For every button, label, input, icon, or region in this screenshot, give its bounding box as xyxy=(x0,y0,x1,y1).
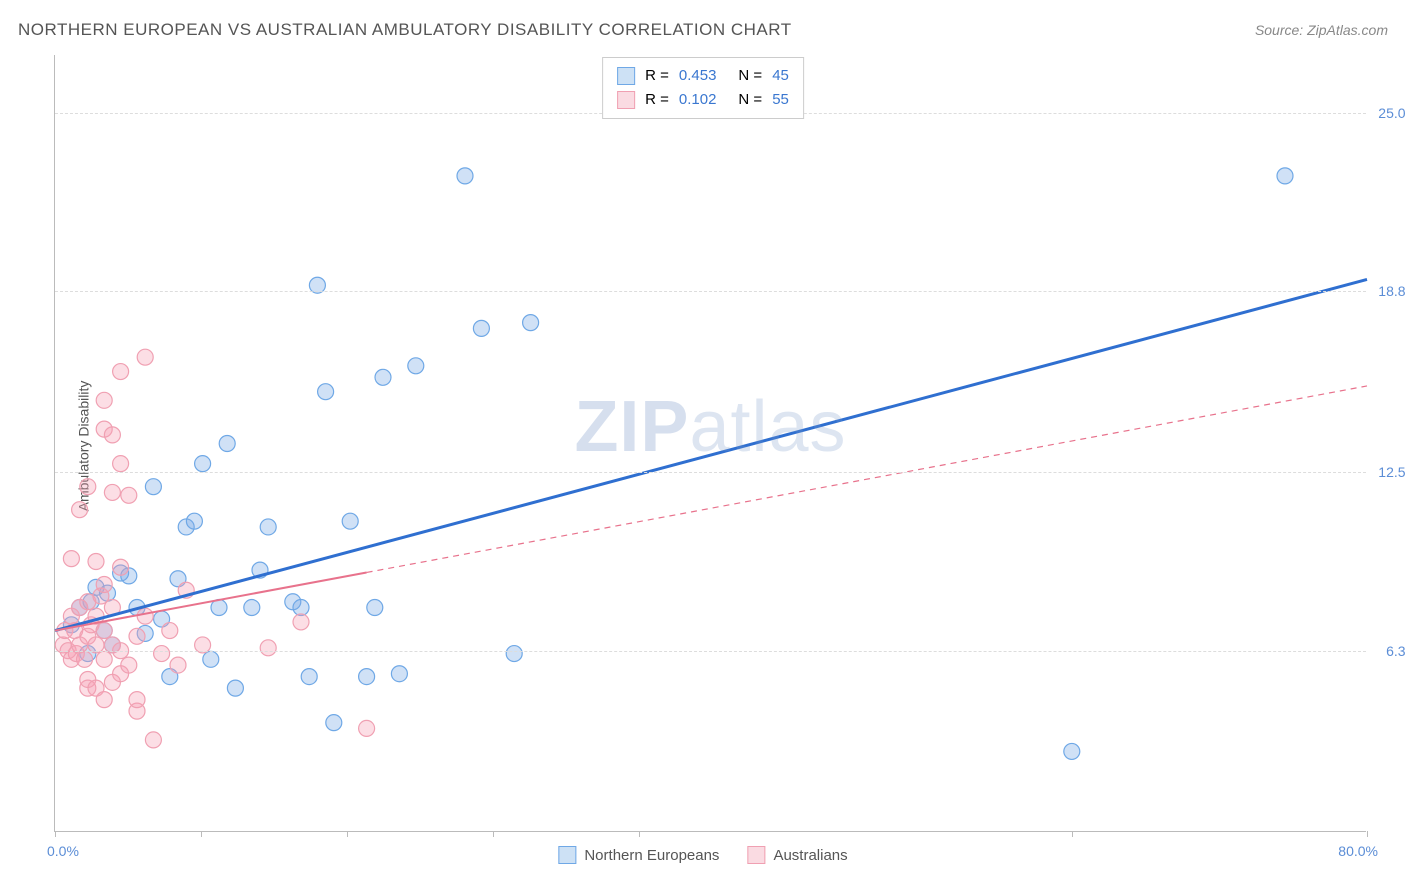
data-point xyxy=(293,614,309,630)
data-point xyxy=(506,646,522,662)
data-point xyxy=(367,600,383,616)
data-point xyxy=(77,651,93,667)
legend-stat-row: R = 0.453 N = 45 xyxy=(617,64,789,88)
y-tick-label: 25.0% xyxy=(1378,105,1406,121)
data-point xyxy=(121,657,137,673)
legend-series-label: Australians xyxy=(773,847,847,864)
data-point xyxy=(244,600,260,616)
data-point xyxy=(359,669,375,685)
data-point xyxy=(113,559,129,575)
chart-plot-area: ZIPatlas 6.3%12.5%18.8%25.0%0.0%80.0% xyxy=(54,55,1366,832)
x-tick xyxy=(55,831,56,837)
x-max-label: 80.0% xyxy=(1338,843,1378,859)
data-point xyxy=(186,513,202,529)
legend-n-value: 45 xyxy=(772,64,789,88)
gridline xyxy=(55,291,1366,292)
data-point xyxy=(301,669,317,685)
data-point xyxy=(63,551,79,567)
data-point xyxy=(88,553,104,569)
data-point xyxy=(170,657,186,673)
data-point xyxy=(260,640,276,656)
legend-swatch xyxy=(558,846,576,864)
data-point xyxy=(96,623,112,639)
legend-series-item: Australians xyxy=(747,846,847,864)
data-point xyxy=(96,651,112,667)
source-label: Source: ZipAtlas.com xyxy=(1255,22,1388,38)
x-tick xyxy=(201,831,202,837)
data-point xyxy=(219,436,235,452)
legend-n-label: N = xyxy=(738,64,762,88)
data-point xyxy=(104,427,120,443)
data-point xyxy=(408,358,424,374)
y-tick-label: 12.5% xyxy=(1378,464,1406,480)
data-point xyxy=(391,666,407,682)
data-point xyxy=(523,315,539,331)
data-point xyxy=(359,720,375,736)
data-point xyxy=(104,484,120,500)
legend-r-value: 0.453 xyxy=(679,64,717,88)
chart-title: NORTHERN EUROPEAN VS AUSTRALIAN AMBULATO… xyxy=(18,20,792,40)
legend-series: Northern Europeans Australians xyxy=(558,846,847,864)
x-tick xyxy=(639,831,640,837)
data-point xyxy=(195,456,211,472)
legend-swatch xyxy=(747,846,765,864)
x-tick xyxy=(347,831,348,837)
gridline xyxy=(55,472,1366,473)
legend-series-item: Northern Europeans xyxy=(558,846,719,864)
data-point xyxy=(203,651,219,667)
data-point xyxy=(96,392,112,408)
data-point xyxy=(293,600,309,616)
y-tick-label: 6.3% xyxy=(1386,643,1406,659)
data-point xyxy=(375,369,391,385)
data-point xyxy=(113,364,129,380)
data-point xyxy=(72,502,88,518)
data-point xyxy=(154,646,170,662)
legend-n-label: N = xyxy=(738,88,762,112)
x-tick xyxy=(1367,831,1368,837)
data-point xyxy=(260,519,276,535)
y-tick-label: 18.8% xyxy=(1378,283,1406,299)
legend-swatch xyxy=(617,91,635,109)
scatter-svg xyxy=(55,55,1366,831)
trend-line xyxy=(55,279,1367,630)
x-tick xyxy=(493,831,494,837)
data-point xyxy=(457,168,473,184)
data-point xyxy=(145,732,161,748)
data-point xyxy=(1064,743,1080,759)
data-point xyxy=(96,692,112,708)
data-point xyxy=(129,692,145,708)
data-point xyxy=(80,479,96,495)
legend-n-value: 55 xyxy=(772,88,789,112)
x-tick xyxy=(1072,831,1073,837)
legend-r-value: 0.102 xyxy=(679,88,717,112)
legend-r-label: R = xyxy=(645,64,669,88)
data-point xyxy=(96,577,112,593)
data-point xyxy=(473,320,489,336)
data-point xyxy=(1277,168,1293,184)
legend-stat-row: R = 0.102 N = 55 xyxy=(617,88,789,112)
data-point xyxy=(145,479,161,495)
legend-swatch xyxy=(617,67,635,85)
data-point xyxy=(137,349,153,365)
legend-r-label: R = xyxy=(645,88,669,112)
data-point xyxy=(113,456,129,472)
data-point xyxy=(318,384,334,400)
x-min-label: 0.0% xyxy=(47,843,79,859)
legend-stats: R = 0.453 N = 45 R = 0.102 N = 55 xyxy=(602,57,804,119)
gridline xyxy=(55,651,1366,652)
legend-series-label: Northern Europeans xyxy=(584,847,719,864)
data-point xyxy=(162,623,178,639)
data-point xyxy=(342,513,358,529)
data-point xyxy=(326,715,342,731)
data-point xyxy=(227,680,243,696)
data-point xyxy=(121,487,137,503)
data-point xyxy=(129,628,145,644)
data-point xyxy=(137,608,153,624)
